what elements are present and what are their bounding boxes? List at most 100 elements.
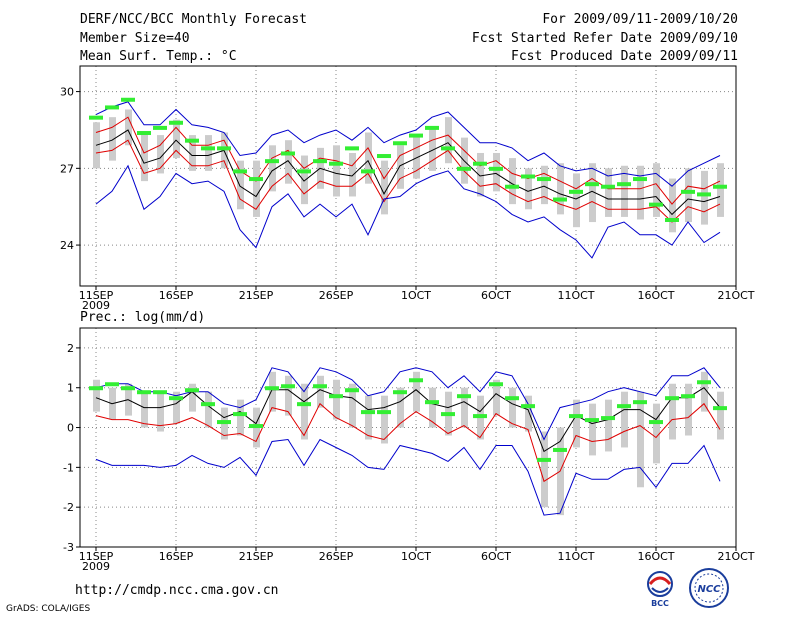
prec-forecast-marker	[697, 380, 711, 385]
prec-spread-box	[397, 387, 404, 428]
temp-forecast-marker	[425, 125, 439, 130]
prec-forecast-marker	[361, 410, 375, 415]
temp-xtick-label: 21SEP	[239, 289, 274, 302]
started-refer-date: Fcst Started Refer Date 2009/09/10	[471, 31, 738, 46]
temp-forecast-marker	[473, 161, 487, 166]
prec-forecast-marker	[137, 390, 151, 395]
temp-xtick-label: 11SEP	[79, 289, 114, 302]
prec-xtick-label: 6OCT	[481, 550, 511, 563]
temp-spread-box	[429, 127, 436, 171]
temp-spread-box	[253, 160, 260, 217]
temp-spread-box	[125, 109, 132, 146]
prec-spread-box	[717, 391, 724, 440]
temp-forecast-marker	[249, 177, 263, 182]
temp-forecast-marker	[537, 177, 551, 182]
prec-forecast-marker	[313, 384, 327, 389]
temp-spread-box	[397, 145, 404, 189]
temp-spread-box	[365, 132, 372, 184]
temp-spread-box	[717, 163, 724, 217]
prec-spread-box	[205, 391, 212, 428]
member-size-label: Member Size=40	[80, 31, 190, 46]
temp-forecast-marker	[633, 177, 647, 182]
prec-ytick-label: -1	[63, 461, 74, 474]
temp-ytick-label: 27	[60, 162, 74, 175]
prec-spread-box	[525, 395, 532, 432]
prec-spread-box	[653, 403, 660, 464]
temp-forecast-marker	[137, 131, 151, 136]
prec-forecast-marker	[201, 402, 215, 407]
temp-spread-box	[669, 178, 676, 233]
temp-spread-box	[333, 145, 340, 197]
temp-forecast-marker	[185, 138, 199, 143]
temp-forecast-marker	[377, 154, 391, 159]
temp-xtick-label: 26SEP	[319, 289, 354, 302]
chart-title: DERF/NCC/BCC Monthly Forecast	[80, 12, 307, 27]
prec-xtick-label: 11OCT	[557, 550, 594, 563]
temp-spread-box	[189, 135, 196, 171]
prec-forecast-marker	[265, 386, 279, 391]
prec-xtick-label: 16SEP	[159, 550, 194, 563]
temp-series-mean-minus-sd	[95, 139, 721, 223]
temp-spread-box	[349, 152, 356, 197]
temp-spread-box	[653, 163, 660, 217]
prec-spread-box	[541, 431, 548, 508]
prec-spread-box	[189, 383, 196, 412]
temp-spread-box	[173, 119, 180, 159]
prec-spread-box	[157, 391, 164, 432]
temp-forecast-marker	[281, 151, 295, 156]
prec-forecast-marker	[601, 416, 615, 421]
prec-forecast-marker	[153, 390, 167, 395]
prec-forecast-marker	[537, 457, 551, 462]
temp-spread-box	[237, 160, 244, 210]
produced-date: Fcst Produced Date 2009/09/11	[511, 49, 738, 64]
prec-xtick-label: 11SEP	[79, 550, 114, 563]
prec-forecast-marker	[713, 406, 727, 411]
temp-forecast-marker	[105, 105, 119, 110]
prec-spread-box	[493, 379, 500, 416]
prec-spread-box	[429, 387, 436, 428]
prec-spread-box	[173, 391, 180, 424]
temp-forecast-marker	[297, 169, 311, 174]
temp-spread-box	[541, 165, 548, 205]
prec-ytick-label: 0	[67, 422, 74, 435]
prec-forecast-marker	[457, 394, 471, 399]
prec-forecast-marker	[665, 396, 679, 401]
prec-spread-box	[285, 375, 292, 416]
ncc-logo: NCC	[689, 568, 729, 608]
temp-series-mean	[95, 129, 721, 216]
prec-spread-box	[685, 383, 692, 436]
temp-forecast-marker	[265, 159, 279, 164]
temp-spread-box	[589, 163, 596, 223]
temp-xtick-label: 16SEP	[159, 289, 194, 302]
temp-frame	[79, 65, 737, 287]
temp-forecast-marker	[201, 146, 215, 151]
precipitation-variable-label: Prec.: log(mm/d)	[80, 310, 206, 325]
temp-xtick-label: 21OCT	[717, 289, 754, 302]
temp-series-max	[95, 101, 721, 187]
prec-forecast-marker	[441, 412, 455, 417]
bcc-logo-label: BCC	[651, 599, 669, 608]
temp-forecast-marker	[153, 125, 167, 130]
temp-spread-box	[701, 170, 708, 225]
temp-spread-box	[605, 168, 612, 217]
temp-forecast-marker	[217, 146, 231, 151]
prec-forecast-marker	[617, 404, 631, 409]
prec-forecast-marker	[569, 414, 583, 419]
prec-forecast-marker	[281, 384, 295, 389]
temp-forecast-marker	[345, 146, 359, 151]
prec-forecast-marker	[297, 402, 311, 407]
prec-series-mean-plus-sd	[95, 387, 721, 453]
prec-forecast-marker	[553, 447, 567, 452]
source-url[interactable]: http://cmdp.ncc.cma.gov.cn	[75, 583, 279, 598]
temp-forecast-marker	[233, 169, 247, 174]
prec-forecast-marker	[121, 386, 135, 391]
temp-spread-box	[205, 135, 212, 171]
temp-forecast-marker	[89, 115, 103, 120]
temp-xtick-label: 1OCT	[401, 289, 431, 302]
prec-spread-box	[669, 383, 676, 440]
temp-series-mean-plus-sd	[95, 116, 721, 205]
prec-forecast-marker	[585, 418, 599, 423]
bcc-logo: BCC	[647, 571, 673, 608]
temp-spread-box	[109, 117, 116, 161]
temp-forecast-marker	[585, 182, 599, 187]
